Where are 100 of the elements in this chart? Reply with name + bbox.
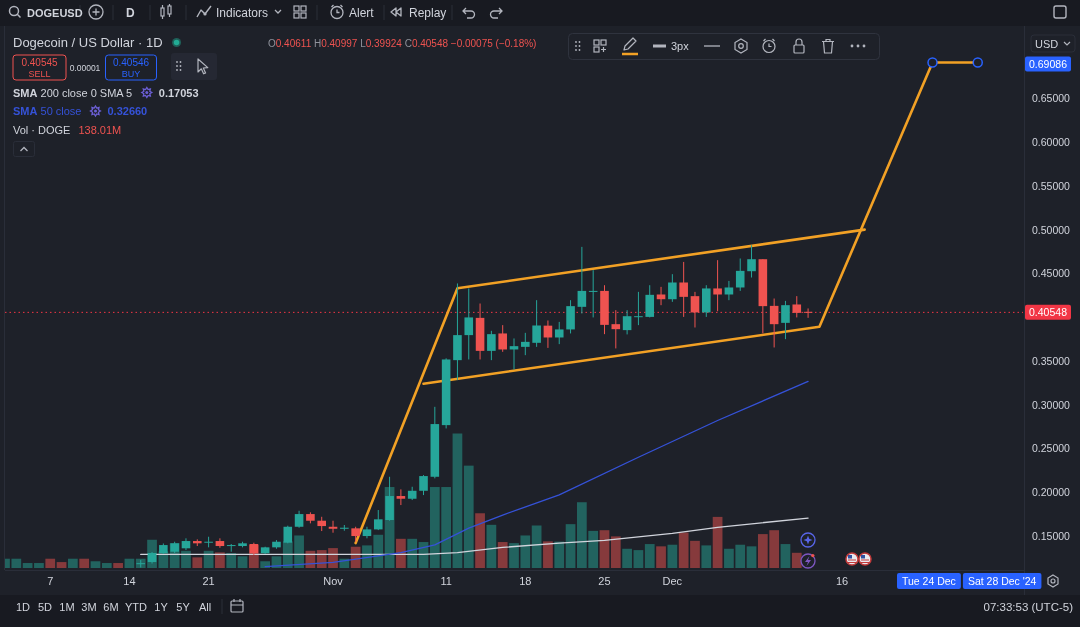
bar <box>226 553 237 568</box>
y-tick-label: 0.20000 <box>1032 486 1071 499</box>
text: 5D <box>37 601 53 613</box>
x-tick-label: 21 <box>202 575 215 587</box>
text: YTD <box>125 601 148 613</box>
bar <box>599 530 610 568</box>
candlestick <box>577 246 587 314</box>
bar <box>237 556 248 568</box>
y-tick-label: 0.50000 <box>1032 223 1071 236</box>
annotation: 138.01M <box>78 124 122 136</box>
annotation: 0.00001 <box>69 63 101 73</box>
text: Alert <box>349 5 375 20</box>
bar <box>622 548 632 568</box>
text: SMA 50 close <box>13 105 82 117</box>
ref-line-label: 0.40548 <box>1029 306 1068 319</box>
bar <box>192 557 203 568</box>
candlestick <box>566 299 575 334</box>
bar <box>124 558 135 568</box>
bar <box>215 552 225 568</box>
y-tick-label: 0.60000 <box>1032 136 1071 149</box>
candlestick <box>713 259 722 312</box>
candlestick <box>419 474 428 496</box>
bar <box>90 561 101 568</box>
bar <box>22 563 33 568</box>
bar <box>644 544 655 568</box>
candlestick <box>645 284 655 318</box>
candlestick <box>724 280 734 301</box>
candlestick <box>735 258 745 292</box>
candlestick <box>554 321 564 345</box>
x-tick-label: 14 <box>123 575 136 587</box>
text: O0.40611 H0.40997 L0.39924 C0.40548 −0.00075 (−0.18%) <box>268 38 537 49</box>
text: 1D <box>15 601 31 613</box>
y-tick-label: 0.55000 <box>1032 179 1071 192</box>
candlestick <box>690 291 700 328</box>
annotation: BUY <box>121 68 141 79</box>
bar <box>407 538 418 568</box>
bar <box>712 516 723 568</box>
bar <box>101 563 112 568</box>
candlestick <box>532 299 541 348</box>
chart-title: Vol · DOGE <box>13 124 71 136</box>
annotation: 0.40546 <box>112 57 150 68</box>
bar <box>554 541 565 568</box>
bar <box>667 544 678 568</box>
text: 1M <box>59 601 75 613</box>
candlestick <box>781 300 790 340</box>
candlestick <box>701 284 711 318</box>
bar <box>780 544 791 568</box>
bar <box>543 541 553 568</box>
x-tick-label: 25 <box>598 575 611 587</box>
text: 3M <box>81 601 97 613</box>
text: 6M <box>103 601 119 613</box>
text: Indicators <box>216 5 269 20</box>
text: Replay <box>409 5 447 20</box>
bar <box>113 563 123 568</box>
bar <box>79 558 90 568</box>
candlestick <box>487 330 496 361</box>
bar <box>633 550 644 568</box>
text: 0.69086 <box>1029 58 1068 70</box>
text: Tue 24 Dec <box>902 575 956 587</box>
bar <box>656 546 666 568</box>
y-tick-label: 0.45000 <box>1032 267 1071 280</box>
candlestick <box>611 309 621 349</box>
bar <box>531 525 542 568</box>
text: Sat 28 Dec '24 <box>967 575 1037 587</box>
bar <box>486 524 497 568</box>
annotation: 0.40545 <box>21 57 59 68</box>
bar <box>396 538 406 568</box>
bar <box>746 546 757 568</box>
bar <box>701 545 712 568</box>
x-tick-label: 7 <box>47 575 54 587</box>
bar <box>452 433 463 568</box>
bar <box>34 563 44 568</box>
bar <box>475 513 485 568</box>
candlestick <box>622 309 632 335</box>
candlestick <box>679 261 688 318</box>
candlestick <box>521 332 530 356</box>
y-tick-label: 0.65000 <box>1032 92 1071 105</box>
y-tick-label: 0.25000 <box>1032 442 1071 455</box>
candlestick <box>769 298 779 348</box>
line-series <box>140 517 809 556</box>
text: SMA 200 close 0 SMA 5 <box>13 86 133 99</box>
candlestick <box>668 273 677 303</box>
candlestick <box>215 537 225 549</box>
bar <box>610 536 621 568</box>
candlestick <box>634 291 643 326</box>
candlestick <box>656 286 666 306</box>
x-tick-label: 18 <box>519 575 532 587</box>
annotation: SELL <box>28 68 51 79</box>
candlestick <box>373 509 383 531</box>
bar <box>45 558 56 568</box>
text: 5Y <box>176 601 191 613</box>
x-tick-label: Nov <box>323 575 344 587</box>
annotation: 0.17053 <box>158 86 199 99</box>
annotation: 0.32660 <box>107 105 148 117</box>
chart-title: Dogecoin / US Dollar · 1D <box>13 35 163 50</box>
candlestick <box>498 324 507 353</box>
bar <box>463 465 474 568</box>
y-tick-label: 0.35000 <box>1032 354 1071 367</box>
text: DOGEUSD <box>27 6 83 19</box>
candlestick <box>396 488 406 506</box>
